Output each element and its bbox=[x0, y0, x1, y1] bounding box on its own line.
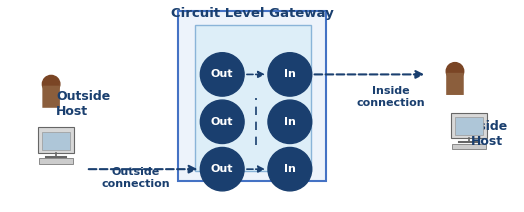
Text: In: In bbox=[284, 69, 296, 80]
FancyBboxPatch shape bbox=[42, 86, 60, 108]
Text: In: In bbox=[284, 117, 296, 127]
Text: Circuit Level Gateway: Circuit Level Gateway bbox=[171, 7, 333, 20]
Text: In: In bbox=[284, 164, 296, 174]
FancyBboxPatch shape bbox=[42, 132, 70, 150]
Circle shape bbox=[200, 100, 244, 144]
Text: Out: Out bbox=[211, 164, 234, 174]
Circle shape bbox=[268, 148, 312, 191]
Text: Out: Out bbox=[211, 69, 234, 80]
Text: Outside
Host: Outside Host bbox=[56, 90, 111, 118]
Circle shape bbox=[200, 148, 244, 191]
Text: Outside
connection: Outside connection bbox=[101, 167, 170, 189]
Text: Inside
connection: Inside connection bbox=[357, 86, 425, 108]
Circle shape bbox=[200, 53, 244, 96]
FancyBboxPatch shape bbox=[452, 144, 486, 149]
FancyBboxPatch shape bbox=[39, 158, 73, 164]
FancyBboxPatch shape bbox=[38, 127, 74, 153]
Bar bbox=[179, 11, 325, 181]
Bar bbox=[195, 25, 311, 171]
Circle shape bbox=[268, 53, 312, 96]
Circle shape bbox=[268, 100, 312, 144]
FancyBboxPatch shape bbox=[446, 73, 464, 95]
Text: Inside
Host: Inside Host bbox=[466, 120, 508, 148]
FancyBboxPatch shape bbox=[451, 113, 487, 138]
FancyBboxPatch shape bbox=[455, 117, 483, 135]
Text: Out: Out bbox=[211, 117, 234, 127]
Circle shape bbox=[42, 75, 60, 93]
Circle shape bbox=[446, 63, 464, 80]
